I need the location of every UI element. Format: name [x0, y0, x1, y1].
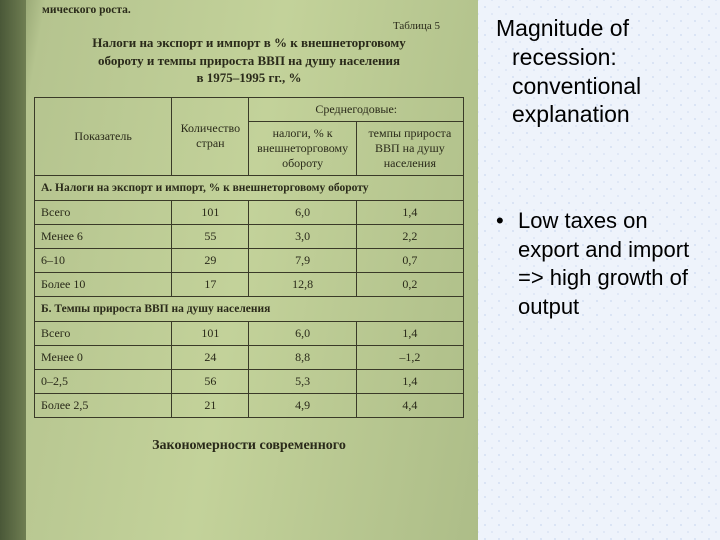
col-group: Среднегодовые:	[249, 97, 464, 121]
row-n: 101	[172, 321, 249, 345]
row-t: 12,8	[249, 272, 356, 296]
row-g: 0,2	[356, 272, 463, 296]
table-row: Менее 0 24 8,8 –1,2	[35, 345, 464, 369]
row-g: 0,7	[356, 248, 463, 272]
row-n: 56	[172, 369, 249, 393]
row-label: 6–10	[35, 248, 172, 272]
title-line: Налоги на экспорт и импорт в % к внешнет…	[92, 35, 405, 50]
bottom-heading: Закономерности современного	[34, 436, 464, 456]
row-t: 7,9	[249, 248, 356, 272]
table-row: 6–10 29 7,9 0,7	[35, 248, 464, 272]
row-n: 21	[172, 393, 249, 417]
row-label: Менее 6	[35, 224, 172, 248]
row-n: 55	[172, 224, 249, 248]
data-table: Показатель Количество стран Среднегодовы…	[34, 97, 464, 418]
col-taxes: налоги, % к внешнеторговому обороту	[249, 121, 356, 175]
row-g: 1,4	[356, 321, 463, 345]
table-row: Менее 6 55 3,0 2,2	[35, 224, 464, 248]
row-t: 6,0	[249, 321, 356, 345]
row-t: 8,8	[249, 345, 356, 369]
slide-text-panel: Magnitude of recession: conventional exp…	[478, 0, 720, 540]
bullet-text: Low taxes on export and import => high g…	[516, 207, 712, 321]
document-photo: мического роста. Таблица 5 Налоги на экс…	[0, 0, 478, 540]
table-row: Более 2,5 21 4,9 4,4	[35, 393, 464, 417]
table-row: Всего 101 6,0 1,4	[35, 200, 464, 224]
row-n: 29	[172, 248, 249, 272]
section-a-label: А. Налоги на экспорт и импорт, % к внешн…	[35, 175, 464, 200]
row-label: Более 2,5	[35, 393, 172, 417]
header-row: Показатель Количество стран Среднегодовы…	[35, 97, 464, 121]
col-indicator: Показатель	[35, 97, 172, 175]
slide-bullet: • Low taxes on export and import => high…	[496, 207, 712, 321]
row-g: 2,2	[356, 224, 463, 248]
section-a-row: А. Налоги на экспорт и импорт, % к внешн…	[35, 175, 464, 200]
row-n: 24	[172, 345, 249, 369]
table-row: Всего 101 6,0 1,4	[35, 321, 464, 345]
row-label: Всего	[35, 200, 172, 224]
section-b-label: Б. Темпы прироста ВВП на душу населения	[35, 296, 464, 321]
table-label: Таблица 5	[34, 20, 464, 32]
row-t: 3,0	[249, 224, 356, 248]
title-line: в 1975–1995 гг., %	[196, 70, 301, 85]
row-label: Менее 0	[35, 345, 172, 369]
col-growth: темпы прироста ВВП на душу населения	[356, 121, 463, 175]
row-t: 4,9	[249, 393, 356, 417]
table-title: Налоги на экспорт и импорт в % к внешнет…	[34, 34, 464, 87]
bullet-icon: •	[496, 207, 516, 321]
row-label: Всего	[35, 321, 172, 345]
row-n: 101	[172, 200, 249, 224]
row-g: –1,2	[356, 345, 463, 369]
row-t: 6,0	[249, 200, 356, 224]
row-g: 1,4	[356, 369, 463, 393]
row-label: 0–2,5	[35, 369, 172, 393]
table-row: 0–2,5 56 5,3 1,4	[35, 369, 464, 393]
row-g: 4,4	[356, 393, 463, 417]
row-g: 1,4	[356, 200, 463, 224]
slide-title: Magnitude of recession: conventional exp…	[496, 14, 712, 129]
col-count: Количество стран	[172, 97, 249, 175]
row-label: Более 10	[35, 272, 172, 296]
row-t: 5,3	[249, 369, 356, 393]
top-fragment: мического роста.	[34, 0, 464, 16]
section-b-row: Б. Темпы прироста ВВП на душу населения	[35, 296, 464, 321]
row-n: 17	[172, 272, 249, 296]
title-line: обороту и темпы прироста ВВП на душу нас…	[98, 53, 400, 68]
table-row: Более 10 17 12,8 0,2	[35, 272, 464, 296]
